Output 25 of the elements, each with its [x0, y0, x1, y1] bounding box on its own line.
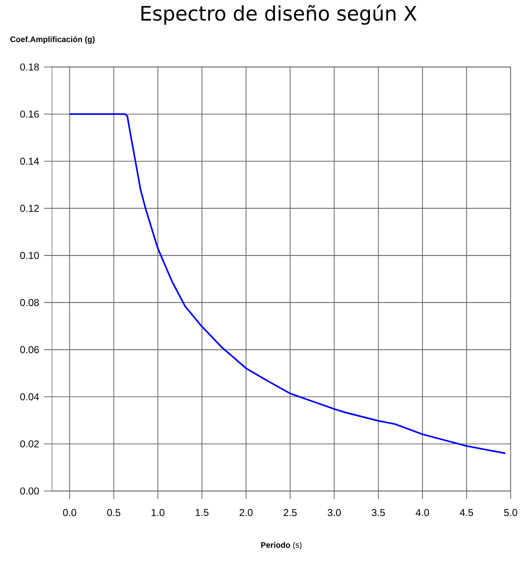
line-series [68, 113, 506, 454]
x-tick-label: 0.0 [63, 509, 76, 516]
x-tick-label: 2.5 [284, 509, 297, 516]
y-tick-label: 0.06 [20, 346, 39, 354]
x-tick-label: 0.5 [107, 509, 120, 516]
x-tick-label: 5.0 [504, 509, 518, 516]
y-tick-label: 0.16 [20, 110, 39, 118]
x-axis-title: Periodo (s) [261, 542, 302, 550]
y-tick-label: 0.10 [20, 252, 39, 259]
x-tick-label: 1.5 [196, 509, 208, 516]
x-tick-label: 3.0 [328, 509, 341, 516]
x-tick-label: 3.5 [372, 509, 385, 516]
y-tick-label: 0.02 [20, 440, 39, 448]
y-axis-title: Coef.Amplificación (g) [10, 36, 95, 44]
y-tick-label: 0.08 [20, 299, 39, 306]
y-tick-label: 0.18 [20, 63, 39, 71]
x-tick-label: 2.0 [240, 509, 253, 516]
y-tick-label: 0.14 [20, 158, 39, 165]
y-tick-label: 0.04 [20, 393, 39, 400]
x-tick-label: 1.0 [152, 509, 164, 516]
x-tick-label: 4.5 [460, 509, 474, 516]
chart-title: Espectro de diseño según X [141, 4, 417, 25]
y-tick-label: 0.00 [20, 487, 39, 495]
y-tick-label: 0.12 [20, 204, 39, 212]
x-tick-label: 4.0 [416, 509, 430, 516]
